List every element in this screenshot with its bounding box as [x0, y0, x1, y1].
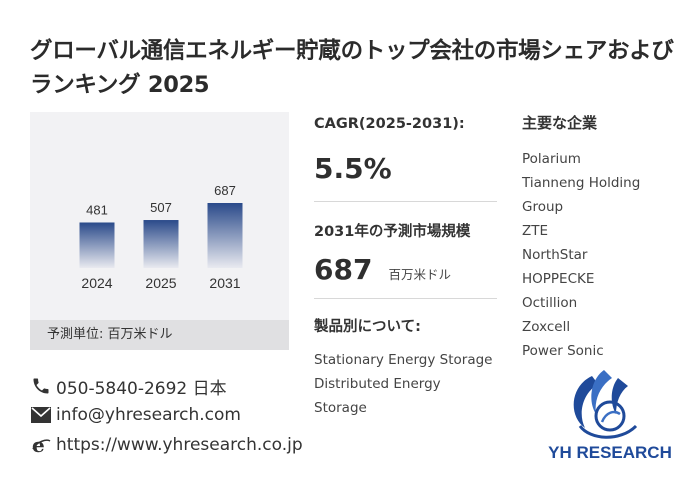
yh-research-logo: YH RESEARCH [540, 366, 680, 466]
company-item: Power Sonic [522, 343, 604, 359]
website-contact[interactable]: e https://www.yhresearch.co.jp [30, 433, 303, 457]
cagr-value: 5.5% [314, 152, 392, 185]
mail-icon [30, 404, 52, 426]
summary-column: CAGR(2025-2031): 5.5% 2031年の予測市場規模 687 百… [314, 112, 497, 420]
companies-label: 主要な企業 [522, 114, 598, 132]
email-contact[interactable]: info@yhresearch.com [30, 403, 241, 427]
svg-text:e: e [32, 435, 45, 455]
company-item: NorthStar [522, 247, 588, 263]
x-tick-label: 2031 [209, 275, 240, 291]
email-text: info@yhresearch.com [56, 405, 241, 425]
product-item: Stationary Energy Storage [314, 352, 493, 368]
bar-value-label: 687 [214, 183, 236, 198]
page-title: グローバル通信エネルギー貯蔵のトップ会社の市場シェアおよびランキング 2025 [30, 38, 674, 98]
company-item: Group [522, 199, 564, 215]
company-item: Zoxcell [522, 319, 571, 335]
forecast-value: 687 [314, 253, 373, 286]
company-item: ZTE [522, 223, 549, 239]
x-tick-label: 2025 [145, 275, 176, 291]
website-text: https://www.yhresearch.co.jp [56, 435, 303, 455]
chart-unit-label: 予測単位: 百万米ドル [30, 320, 289, 350]
bar-value-label: 481 [86, 202, 108, 217]
companies-list: Polarium Tianneng Holding Group ZTE Nort… [522, 147, 692, 363]
bar-2031 [207, 203, 243, 268]
bar-value-label: 507 [150, 200, 172, 215]
divider [314, 298, 497, 299]
company-item: Octillion [522, 295, 578, 311]
x-tick-label: 2024 [81, 275, 112, 291]
divider [314, 201, 497, 202]
cagr-label: CAGR(2025-2031): [314, 116, 465, 132]
bar-2025 [143, 220, 179, 268]
companies-column: 主要な企業 Polarium Tianneng Holding Group ZT… [522, 112, 692, 363]
browser-icon: e [30, 434, 52, 456]
products-label: 製品別について: [314, 319, 421, 335]
phone-text: 050-5840-2692 日本 [56, 378, 227, 399]
company-item: Tianneng Holding [522, 175, 641, 191]
company-item: Polarium [522, 151, 581, 167]
bar-2024 [79, 222, 115, 268]
company-item: HOPPECKE [522, 271, 595, 287]
phone-contact[interactable]: 050-5840-2692 日本 [30, 374, 227, 399]
logo-text: YH RESEARCH [548, 443, 672, 462]
forecast-unit: 百万米ドル [388, 267, 451, 282]
product-item: Distributed Energy Storage [314, 376, 441, 416]
chart-panel: 481 2024 507 2025 687 2031 予測単位: 百万米ドル [30, 112, 289, 350]
forecast-label: 2031年の予測市場規模 [314, 224, 471, 240]
phone-icon [30, 375, 52, 397]
bar-chart: 481 2024 507 2025 687 2031 [79, 183, 243, 291]
